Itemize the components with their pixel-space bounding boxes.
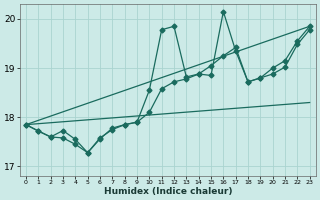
X-axis label: Humidex (Indice chaleur): Humidex (Indice chaleur)	[104, 187, 232, 196]
